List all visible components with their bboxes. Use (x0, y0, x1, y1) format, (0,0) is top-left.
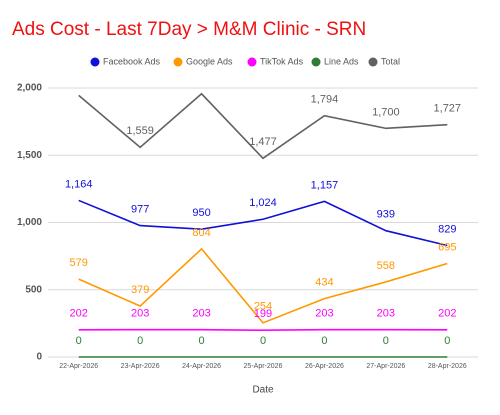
legend-label: Google Ads (186, 56, 233, 66)
data-label: 202 (438, 308, 456, 320)
data-label: 202 (70, 308, 88, 320)
data-label: 0 (321, 335, 327, 347)
data-label: 1,559 (126, 125, 154, 137)
y-tick-label: 1,500 (17, 150, 42, 161)
data-label: 0 (137, 335, 143, 347)
data-label: 0 (444, 335, 450, 347)
y-tick-label: 500 (25, 284, 42, 295)
data-label: 0 (260, 335, 266, 347)
data-label: 254 (254, 301, 272, 313)
data-label: 829 (438, 223, 456, 235)
legend-marker (247, 57, 257, 67)
x-axis-label: Date (252, 385, 274, 396)
data-label: 0 (76, 335, 82, 347)
legend-marker (90, 57, 100, 67)
data-label: 1,164 (65, 178, 93, 190)
data-label: 1,157 (311, 179, 339, 191)
data-label: 0 (383, 335, 389, 347)
x-tick-label: 25-Apr-2026 (244, 363, 283, 370)
data-label: 1,477 (249, 136, 277, 148)
data-label: 579 (70, 257, 88, 269)
data-label: 1,024 (249, 197, 277, 209)
data-label: 0 (199, 335, 205, 347)
legend-marker (368, 57, 378, 67)
data-label: 1,700 (372, 106, 400, 118)
data-label: 804 (192, 227, 210, 239)
data-label: 558 (377, 260, 395, 272)
data-label: 977 (131, 203, 149, 215)
legend-label: Total (381, 56, 400, 66)
data-label: 199 (254, 308, 272, 320)
series-line (78, 328, 448, 332)
data-label: 939 (377, 209, 395, 221)
data-label: 1,727 (434, 103, 462, 115)
x-tick-label: 24-Apr-2026 (182, 363, 221, 370)
data-label: 434 (315, 277, 333, 289)
x-tick-label: 23-Apr-2026 (121, 363, 160, 370)
data-label: 203 (315, 308, 333, 320)
data-label: 950 (192, 207, 210, 219)
data-label: 379 (131, 284, 149, 296)
x-tick-label: 28-Apr-2026 (428, 363, 467, 370)
data-label: 203 (192, 308, 210, 320)
legend-label: Line Ads (324, 56, 359, 66)
legend-label: TikTok Ads (260, 56, 304, 66)
y-tick-label: 2,000 (17, 83, 42, 94)
legend-marker (173, 57, 183, 67)
legend-marker (311, 57, 321, 67)
x-tick-label: 27-Apr-2026 (366, 363, 405, 370)
data-label: 203 (377, 308, 395, 320)
chart-title: Ads Cost - Last 7Day > M&M Clinic - SRN (12, 19, 366, 40)
data-label: 1,794 (311, 94, 339, 106)
data-label: 203 (131, 308, 149, 320)
y-tick-label: 1,000 (17, 217, 42, 228)
data-label: 695 (438, 241, 456, 253)
legend-label: Facebook Ads (103, 56, 161, 66)
y-tick-label: 0 (36, 352, 42, 363)
x-tick-label: 26-Apr-2026 (305, 363, 344, 370)
x-tick-label: 22-Apr-2026 (59, 363, 98, 370)
series-line (78, 92, 448, 160)
series-line (78, 199, 448, 247)
series-line (78, 247, 448, 324)
